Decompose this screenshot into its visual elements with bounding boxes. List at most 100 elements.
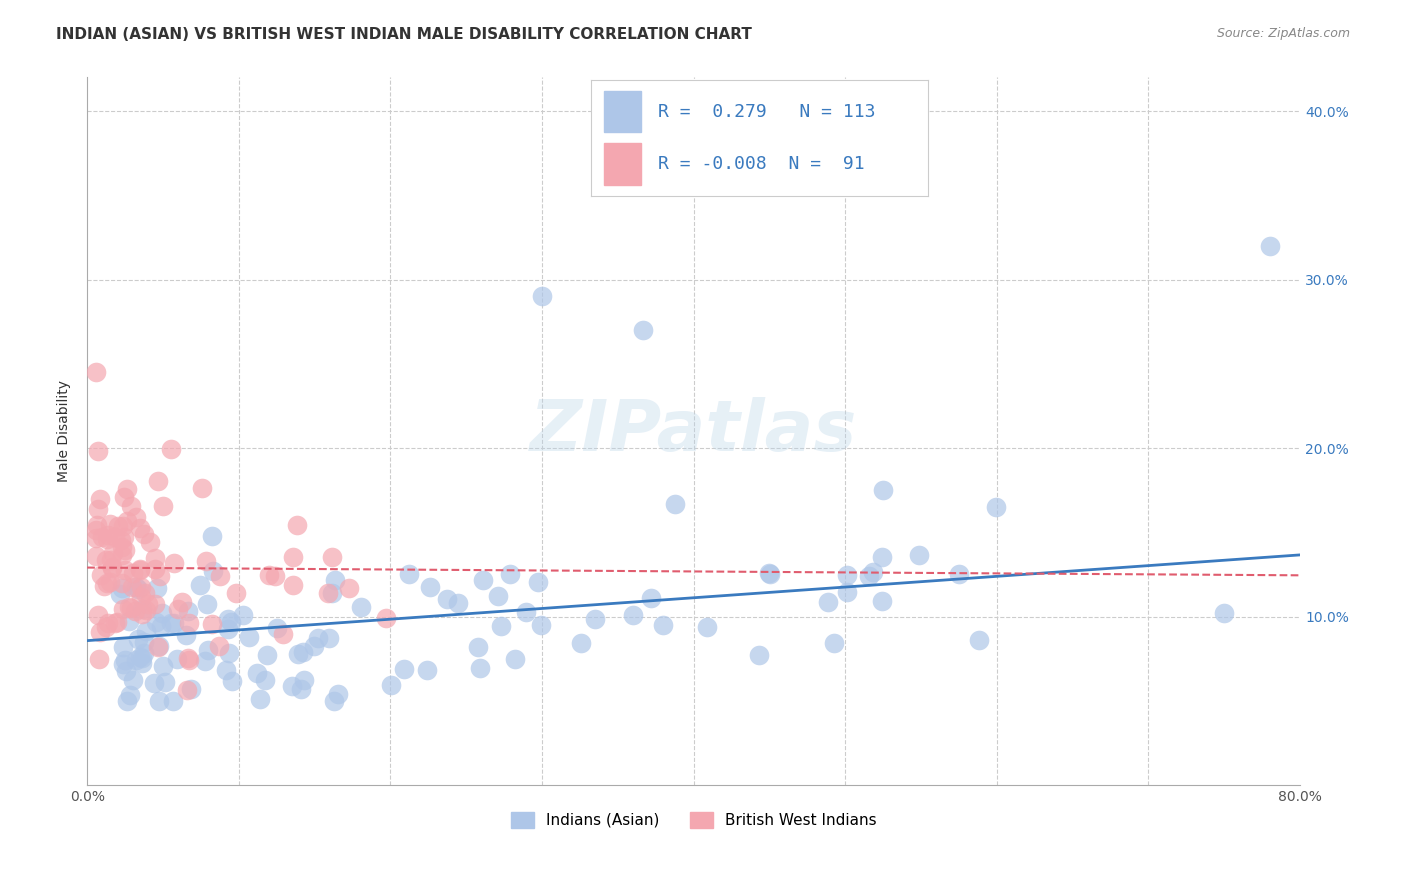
Point — [98, 517, 121, 532]
Point — [127, 582, 149, 596]
Point — [259, 567, 281, 582]
Point — [87, 652, 110, 666]
Point — [209, 569, 232, 583]
Point — [758, 566, 780, 580]
Text: R = -0.008  N =  91: R = -0.008 N = 91 — [658, 155, 865, 173]
Point — [112, 491, 135, 505]
Point — [179, 653, 201, 667]
Point — [747, 648, 769, 662]
Point — [112, 530, 135, 544]
Point — [1258, 239, 1281, 253]
Point — [115, 694, 138, 708]
Point — [256, 648, 278, 663]
Point — [486, 589, 509, 603]
Point — [273, 627, 295, 641]
Point — [350, 599, 373, 614]
Point — [436, 592, 458, 607]
Point — [94, 620, 117, 634]
Point — [134, 634, 156, 648]
Point — [191, 481, 214, 495]
Point — [872, 483, 894, 498]
Point — [263, 569, 285, 583]
Point — [124, 509, 146, 524]
Point — [471, 573, 494, 587]
Point — [967, 632, 990, 647]
Point — [281, 549, 304, 564]
Point — [221, 674, 243, 689]
Point — [148, 694, 170, 708]
Point — [621, 607, 644, 622]
Point — [208, 640, 231, 654]
Point — [84, 365, 107, 379]
Point — [129, 563, 152, 577]
Point — [170, 595, 193, 609]
Point — [631, 323, 654, 337]
Point — [96, 532, 118, 546]
Point — [117, 514, 139, 528]
Point — [111, 602, 134, 616]
Point — [134, 586, 156, 600]
Point — [281, 578, 304, 592]
Point — [858, 569, 880, 583]
Point — [100, 553, 122, 567]
Point — [122, 566, 145, 580]
Point — [132, 646, 155, 660]
Point — [823, 636, 845, 650]
Point — [138, 598, 160, 612]
Point — [835, 567, 858, 582]
Text: Source: ZipAtlas.com: Source: ZipAtlas.com — [1216, 27, 1350, 40]
Point — [217, 622, 239, 636]
Point — [328, 687, 350, 701]
Point — [380, 678, 402, 692]
Point — [112, 657, 135, 671]
Point — [162, 694, 184, 708]
Point — [759, 567, 782, 582]
Point — [160, 615, 183, 630]
Point — [152, 659, 174, 673]
Point — [870, 550, 893, 565]
Point — [249, 692, 271, 706]
Point — [104, 615, 127, 630]
Point — [112, 640, 135, 654]
Point — [281, 679, 304, 693]
Point — [176, 682, 198, 697]
Point — [87, 443, 110, 458]
Point — [146, 640, 169, 655]
Point — [84, 531, 107, 545]
Point — [87, 607, 110, 622]
Point — [114, 664, 136, 678]
Point — [120, 499, 142, 513]
Point — [515, 605, 537, 619]
Point — [124, 604, 146, 618]
Point — [215, 663, 238, 677]
Point — [217, 612, 239, 626]
Point — [128, 562, 150, 576]
Point — [135, 603, 157, 617]
Point — [143, 597, 166, 611]
Point — [526, 574, 548, 589]
Point — [111, 548, 134, 562]
Point — [287, 647, 309, 661]
Point — [321, 585, 343, 599]
Text: ZIPatlas: ZIPatlas — [530, 397, 858, 466]
Point — [302, 639, 325, 653]
Point — [121, 580, 143, 594]
Point — [117, 600, 139, 615]
Point — [122, 673, 145, 688]
Point — [96, 575, 118, 590]
Point — [1213, 606, 1236, 620]
Text: R =  0.279   N = 113: R = 0.279 N = 113 — [658, 103, 876, 120]
Point — [86, 518, 108, 533]
Text: INDIAN (ASIAN) VS BRITISH WEST INDIAN MALE DISABILITY CORRELATION CHART: INDIAN (ASIAN) VS BRITISH WEST INDIAN MA… — [56, 27, 752, 42]
Point — [225, 586, 247, 600]
Point — [499, 566, 522, 581]
Point — [111, 540, 134, 554]
Point — [84, 523, 107, 537]
Point — [135, 624, 157, 639]
Point — [160, 442, 183, 456]
Point — [129, 650, 152, 665]
Point — [128, 521, 150, 535]
Point — [127, 632, 149, 646]
Point — [318, 631, 340, 645]
Point — [125, 653, 148, 667]
